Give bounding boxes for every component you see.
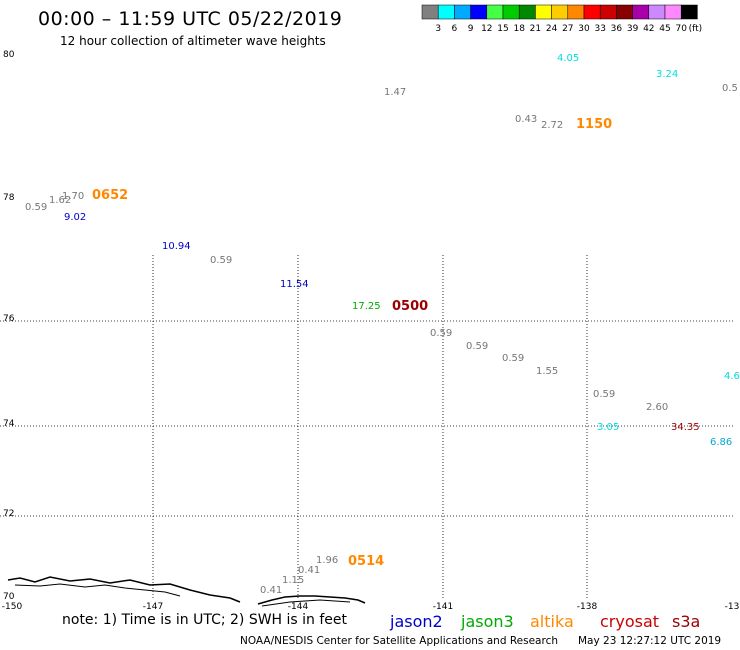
colorbar-swatch [486, 4, 504, 20]
wave-height-reading: 0.43 [515, 114, 537, 125]
legend-altika: altika [530, 612, 574, 631]
colorbar-label: 30 [578, 24, 590, 34]
colorbar-label: 15 [497, 24, 508, 34]
footer-note: note: 1) Time is in UTC; 2) SWH is in fe… [62, 612, 348, 628]
legend-cryosat: cryosat [600, 612, 660, 631]
wave-height-reading: 0.59 [502, 353, 524, 364]
legend-jason3: jason3 [461, 612, 514, 631]
page-subtitle: 12 hour collection of altimeter wave hei… [60, 34, 326, 48]
map-grid: -150 -147 -144 -141 -138 -13 80 78 76 74 72 70 [0, 50, 739, 612]
colorbar-swatch [648, 4, 666, 20]
wave-height-reading: 6.86 [710, 437, 732, 448]
colorbar: 3 6 9 12 15 18 21 24 27 30 33 36 39 42 45 70 (ft) [421, 4, 703, 34]
colorbar-swatch [616, 4, 633, 20]
wave-height-reading: 1.15 [282, 575, 304, 586]
colorbar-swatch [502, 4, 520, 20]
y-tick-label: 78 [3, 193, 15, 203]
wave-height-reading: 0.41 [260, 585, 282, 596]
x-tick-label: -13 [725, 602, 740, 612]
colorbar-swatch [421, 4, 439, 20]
colorbar-label: 42 [643, 24, 654, 34]
wave-height-reading: 2.72 [541, 120, 563, 131]
wave-height-reading: 0.59 [593, 389, 615, 400]
colorbar-unit: (ft) [689, 24, 703, 34]
colorbar-label: 45 [659, 24, 670, 34]
colorbar-swatch [518, 4, 536, 20]
colorbar-swatch [599, 4, 617, 20]
wave-height-reading: 1.70 [62, 191, 84, 202]
colorbar-label: 39 [627, 24, 639, 34]
y-tick-label: 72 [3, 509, 14, 519]
colorbar-label: 27 [562, 24, 573, 34]
wave-height-reading: 0.59 [25, 202, 47, 213]
colorbar-swatch [583, 4, 601, 20]
wave-height-reading: 11.54 [280, 279, 309, 290]
colorbar-label: 70 [675, 24, 687, 34]
colorbar-label: 21 [530, 24, 541, 34]
wave-height-reading: 0.59 [466, 341, 488, 352]
wave-height-reading: 4.6 [724, 371, 740, 382]
colorbar-swatch [664, 4, 682, 20]
y-tick-label: 80 [3, 50, 15, 60]
wave-height-reading: 0.59 [210, 255, 232, 266]
x-tick-label: -147 [143, 602, 163, 612]
coastline-east-2 [261, 599, 351, 607]
coastline-west-2 [14, 583, 181, 597]
wave-height-reading: 1.47 [384, 87, 406, 98]
y-tick-label: 74 [3, 419, 15, 429]
wave-height-reading: 0.41 [298, 565, 320, 576]
pass-time-label: 0500 [392, 299, 428, 314]
wave-height-reading: 10.94 [162, 241, 191, 252]
y-tick-label: 76 [3, 314, 15, 324]
coastline-west [7, 576, 241, 603]
x-tick-label: -150 [2, 602, 23, 612]
footer-credit: NOAA/NESDIS Center for Satellite Applica… [240, 635, 558, 647]
colorbar-swatch [567, 4, 585, 20]
wave-height-reading: 3.24 [656, 69, 678, 80]
pass-time-label: 0652 [92, 188, 128, 203]
colorbar-label: 9 [468, 24, 474, 34]
x-tick-label: -141 [433, 602, 453, 612]
wave-height-reading: 34.35 [671, 422, 700, 433]
colorbar-label: 33 [594, 24, 605, 34]
wave-height-reading: 1.96 [316, 555, 338, 566]
wave-height-reading: 1.62 [49, 195, 71, 206]
x-tick-label: -144 [288, 602, 309, 612]
colorbar-label: 3 [435, 24, 441, 34]
colorbar-swatch [437, 4, 455, 20]
coastline-east [257, 595, 366, 605]
coastline [7, 576, 366, 607]
colorbar-label: 24 [546, 24, 558, 34]
wave-height-reading: 0.5 [722, 83, 738, 94]
pass-time-label: 1150 [576, 117, 612, 132]
colorbar-swatch [632, 4, 650, 20]
wave-height-reading: 9.02 [64, 212, 86, 223]
colorbar-swatch [551, 4, 569, 20]
pass-time-label: 0514 [348, 554, 384, 569]
y-tick-label: 70 [3, 592, 15, 602]
wave-height-reading: 3.05 [597, 422, 619, 433]
footer-timestamp: May 23 12:27:12 UTC 2019 [578, 635, 722, 647]
colorbar-label: 18 [513, 24, 525, 34]
wave-height-reading: 4.05 [557, 53, 579, 64]
page-title: 00:00 – 11:59 UTC 05/22/2019 [38, 8, 343, 30]
colorbar-swatch [470, 4, 488, 20]
colorbar-swatch [535, 4, 552, 20]
wave-height-reading: 1.55 [536, 366, 558, 377]
colorbar-label: 12 [481, 24, 492, 34]
colorbar-swatch [680, 4, 698, 20]
wave-height-reading: 2.60 [646, 402, 668, 413]
colorbar-label: 36 [611, 24, 623, 34]
legend-jason2: jason2 [390, 612, 443, 631]
wave-height-reading: 0.59 [430, 328, 452, 339]
x-tick-label: -138 [577, 602, 598, 612]
colorbar-label: 6 [452, 24, 458, 34]
wave-height-reading: 17.25 [352, 301, 381, 312]
colorbar-swatch [454, 4, 471, 20]
observations-layer: 4.053.240.51.470.432.720.591.621.709.021… [25, 53, 740, 596]
legend-s3a: s3a [672, 612, 701, 631]
